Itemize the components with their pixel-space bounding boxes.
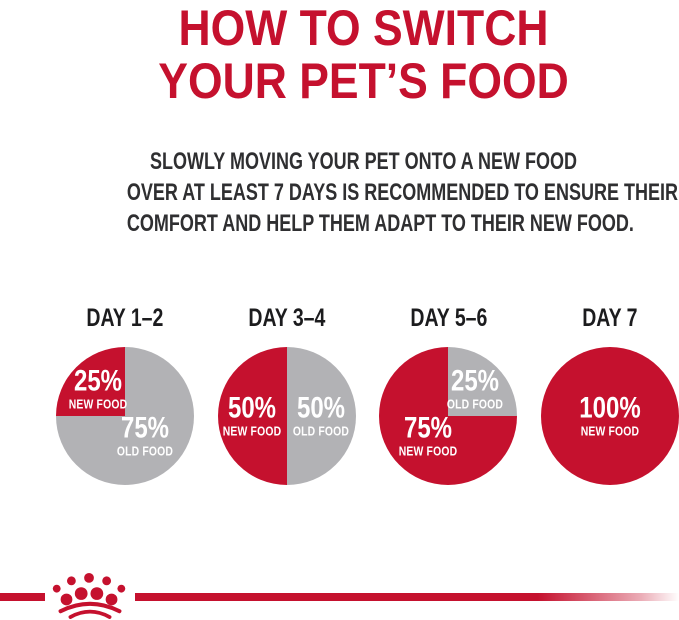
slice-food-type: OLD FOOD [447,396,504,412]
chart-day-title: DAY 7 [582,304,638,332]
slice-food-type: NEW FOOD [68,396,128,412]
slice-label: 25% OLD FOOD [447,364,504,412]
chart-column: DAY 1–2 25% NEW FOOD 75% OLD FOOD [44,303,206,485]
footer-stripe-left [0,593,45,601]
slice-label: 75% OLD FOOD [117,411,174,459]
chart-column: DAY 5–6 75% NEW FOOD 25% OLD FOOD [368,303,530,485]
chart-day-title: DAY 5–6 [409,304,487,332]
slice-label: 100% NEW FOOD [579,391,641,439]
chart-day-title: DAY 1–2 [86,304,164,332]
slice-percent: 75% [403,411,452,445]
subtitle-line-2: OVER AT LEAST 7 DAYS IS RECOMMENDED TO E… [126,179,678,206]
slice-percent: 50% [297,391,346,425]
slice-label: 50% NEW FOOD [222,391,282,439]
chart-day-title: DAY 3–4 [248,304,326,332]
chart-column: DAY 3–4 50% NEW FOOD 50% OLD FOOD [206,303,368,485]
slice-percent: 50% [228,391,277,425]
page-subtitle: SLOWLY MOVING YOUR PET ONTO A NEW FOOD O… [48,146,679,239]
slice-percent: 25% [74,364,123,398]
footer-stripe-right [135,593,679,601]
pie-chart: 25% NEW FOOD 75% OLD FOOD [55,347,194,485]
title-line-1: HOW TO SWITCH [178,0,549,56]
royal-canin-crown-logo [48,573,132,620]
title-line-2: YOUR PET’S FOOD [158,53,569,109]
subtitle-line-3: COMFORT AND HELP THEM ADAPT TO THEIR NEW… [126,210,634,237]
slice-food-type: NEW FOOD [580,423,640,439]
chart-column: DAY 7 100% NEW FOOD [529,303,679,485]
charts-row: DAY 1–2 25% NEW FOOD 75% OLD FOOD DAY 3–4 50% N… [44,303,679,485]
slice-food-type: OLD FOOD [293,423,350,439]
slice-food-type: NEW FOOD [398,443,458,459]
crown-icon [52,573,126,619]
pie-chart: 100% NEW FOOD [541,347,679,485]
pie-chart: 50% NEW FOOD 50% OLD FOOD [217,347,356,485]
slice-label: 50% OLD FOOD [293,391,350,439]
slice-percent: 75% [121,411,170,445]
pie-chart: 75% NEW FOOD 25% OLD FOOD [379,347,518,485]
slice-percent: 100% [579,391,641,425]
slice-percent: 25% [451,364,500,398]
page-title: HOW TO SWITCH YOUR PET’S FOOD [48,2,679,108]
slice-food-type: OLD FOOD [117,443,174,459]
subtitle-line-1: SLOWLY MOVING YOUR PET ONTO A NEW FOOD [149,148,578,175]
slice-food-type: NEW FOOD [222,423,282,439]
slice-label: 75% NEW FOOD [398,411,458,459]
slice-label: 25% NEW FOOD [68,364,128,412]
